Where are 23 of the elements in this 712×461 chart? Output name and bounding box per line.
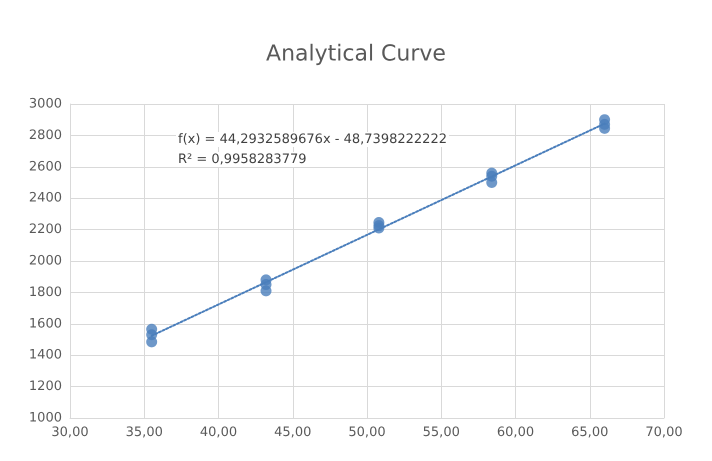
y-tick-label: 1600 [28, 316, 62, 332]
y-tick-label: 1000 [28, 410, 62, 426]
x-tick-label: 60,00 [496, 425, 534, 440]
x-tick-label: 45,00 [274, 425, 312, 440]
x-tick-label: 50,00 [348, 425, 386, 440]
x-tick-label: 40,00 [200, 425, 238, 440]
x-tick-label: 35,00 [126, 425, 163, 440]
y-tick-label: 2200 [28, 222, 62, 238]
y-tick-label: 2600 [28, 159, 62, 174]
y-tick-label: 1400 [28, 348, 62, 363]
y-tick-label: 2000 [28, 254, 62, 268]
annotation: R² = 0,9958283779 [178, 152, 307, 167]
y-tick-label: 3000 [28, 96, 62, 112]
x-tick-label: 65,00 [571, 425, 608, 440]
x-tick-label: 70,00 [645, 425, 683, 440]
chart-title: Analytical Curve [266, 42, 446, 66]
y-tick-label: 2800 [28, 128, 62, 143]
y-tick-label: 1800 [28, 284, 62, 300]
annotation: f(x) = 44,2932589676x - 48,7398222222 [178, 132, 447, 147]
y-tick-label: 2400 [28, 190, 62, 206]
x-tick-label: 55,00 [422, 425, 460, 440]
y-tick-label: 1200 [28, 379, 62, 394]
x-tick-label: 30,00 [51, 425, 89, 440]
